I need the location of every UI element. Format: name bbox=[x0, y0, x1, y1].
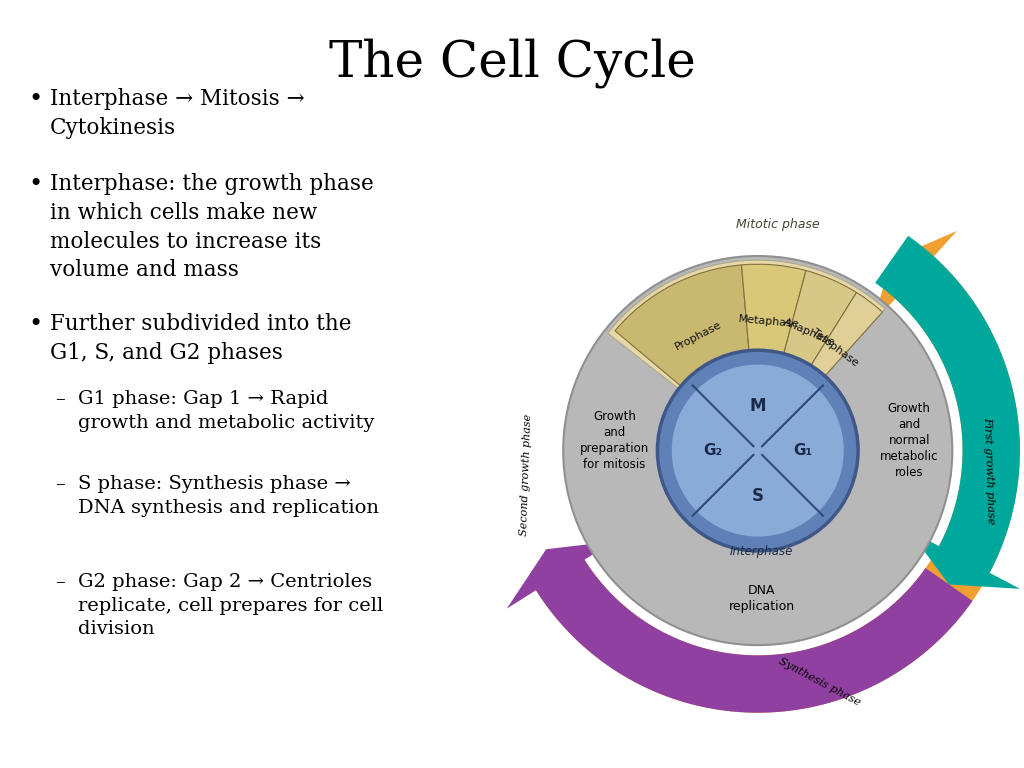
Text: Further subdivided into the
G1, S, and G2 phases: Further subdivided into the G1, S, and G… bbox=[50, 313, 351, 364]
Text: •: • bbox=[28, 173, 42, 196]
Polygon shape bbox=[507, 541, 973, 713]
Text: Anaphase: Anaphase bbox=[782, 316, 837, 348]
Text: Mitotic phase: Mitotic phase bbox=[736, 218, 820, 231]
Circle shape bbox=[657, 350, 858, 551]
Text: First growth phase: First growth phase bbox=[982, 417, 996, 525]
Text: Interphase: the growth phase
in which cells make new
molecules to increase its
v: Interphase: the growth phase in which ce… bbox=[50, 173, 374, 281]
Text: M: M bbox=[750, 396, 766, 415]
Wedge shape bbox=[758, 270, 856, 451]
Text: Prophase: Prophase bbox=[673, 319, 723, 353]
Text: •: • bbox=[28, 313, 42, 336]
Wedge shape bbox=[607, 260, 885, 451]
Text: Second growth phase: Second growth phase bbox=[519, 414, 534, 536]
Text: Telophase: Telophase bbox=[810, 327, 860, 368]
Text: •: • bbox=[28, 88, 42, 111]
Wedge shape bbox=[741, 264, 806, 451]
Wedge shape bbox=[615, 265, 758, 451]
Text: –: – bbox=[55, 390, 65, 408]
Text: G₂: G₂ bbox=[703, 443, 722, 458]
Text: S phase: Synthesis phase →
DNA synthesis and replication: S phase: Synthesis phase → DNA synthesis… bbox=[78, 475, 379, 517]
Text: G2 phase: Gap 2 → Centrioles
replicate, cell prepares for cell
division: G2 phase: Gap 2 → Centrioles replicate, … bbox=[78, 573, 383, 638]
Text: DNA
replication: DNA replication bbox=[729, 584, 795, 613]
Wedge shape bbox=[758, 293, 883, 451]
Text: G1 phase: Gap 1 → Rapid
growth and metabolic activity: G1 phase: Gap 1 → Rapid growth and metab… bbox=[78, 390, 375, 432]
Polygon shape bbox=[530, 231, 1020, 713]
Text: S: S bbox=[752, 487, 764, 505]
Text: Interphase → Mitosis →
Cytokinesis: Interphase → Mitosis → Cytokinesis bbox=[50, 88, 304, 139]
Text: Growth
and
normal
metabolic
roles: Growth and normal metabolic roles bbox=[880, 402, 939, 478]
Text: –: – bbox=[55, 475, 65, 493]
Text: Interphase: Interphase bbox=[730, 545, 794, 558]
Text: G₁: G₁ bbox=[794, 443, 812, 458]
Polygon shape bbox=[876, 236, 1020, 589]
Text: –: – bbox=[55, 573, 65, 591]
Text: Synthesis phase: Synthesis phase bbox=[776, 656, 862, 708]
Text: The Cell Cycle: The Cell Cycle bbox=[329, 38, 695, 88]
Circle shape bbox=[563, 256, 952, 645]
Circle shape bbox=[672, 365, 844, 537]
Text: Growth
and
preparation
for mitosis: Growth and preparation for mitosis bbox=[580, 410, 649, 471]
Text: Metaphase: Metaphase bbox=[738, 314, 800, 329]
